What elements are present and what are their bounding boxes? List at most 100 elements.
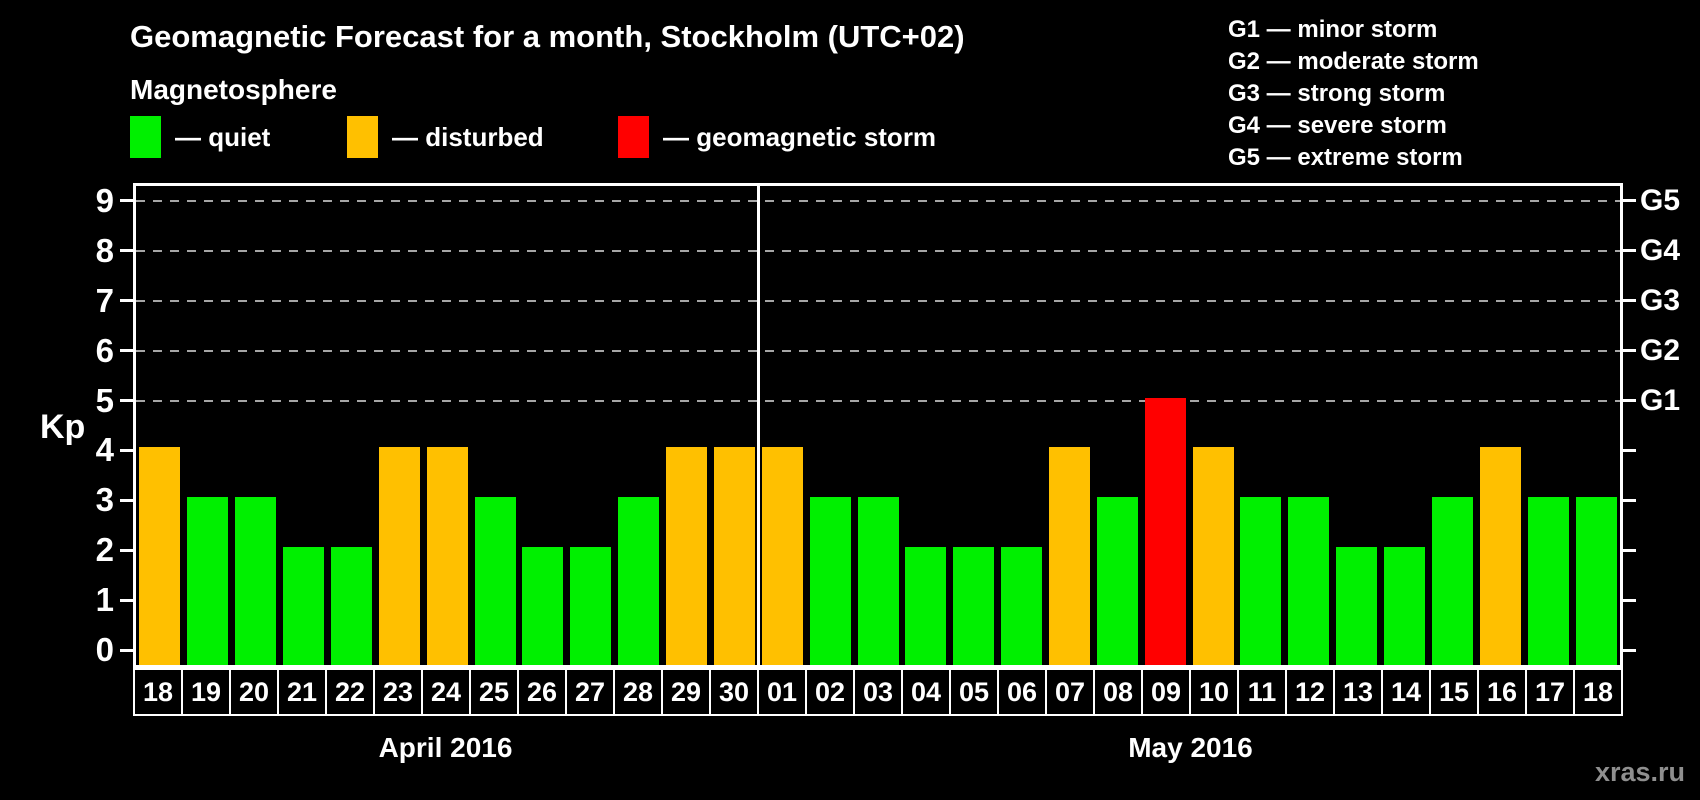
kp-bar-day-30 — [713, 447, 755, 665]
kp-bar-day-29 — [666, 447, 708, 665]
day-label-21: 21 — [277, 668, 327, 716]
g-axis-label-g2: G2 — [1640, 333, 1681, 367]
left-axis-tick-5 — [120, 399, 133, 402]
legend-item-quiet: — quiet — [130, 116, 270, 158]
day-label-09: 09 — [1141, 668, 1191, 716]
grid-line-kp5 — [136, 399, 1620, 402]
g-legend-line-g3: G3 — strong storm — [1228, 80, 1446, 107]
day-label-15: 15 — [1429, 668, 1479, 716]
right-axis-tick-9 — [1623, 199, 1636, 203]
day-label-18: 18 — [133, 668, 183, 716]
right-axis-tick-1 — [1623, 598, 1636, 602]
left-axis-tick-9 — [120, 199, 133, 203]
month-label-april: April 2016 — [378, 732, 513, 763]
kp-bar-day-04 — [905, 547, 947, 665]
g-scale-legend: G1 — minor storm G2 — moderate storm G3 … — [1228, 14, 1479, 174]
kp-bar-day-05 — [953, 547, 995, 665]
left-axis-tick-4 — [120, 448, 133, 452]
day-label-11: 11 — [1237, 668, 1287, 716]
chart-title: Geomagnetic Forecast for a month, Stockh… — [130, 19, 965, 54]
y-tick-label-3: 3 — [95, 481, 114, 519]
grid-line-kp7 — [136, 299, 1620, 302]
day-label-17: 17 — [1525, 668, 1575, 716]
kp-bar-day-02 — [809, 497, 851, 665]
kp-bar-day-17 — [1527, 497, 1569, 665]
day-label-02: 02 — [805, 668, 855, 716]
kp-bar-day-16 — [1479, 447, 1521, 665]
right-axis-tick-5 — [1623, 399, 1636, 402]
day-label-08: 08 — [1093, 668, 1143, 716]
g-legend-line-g1: G1 — minor storm — [1228, 16, 1438, 43]
day-label-24: 24 — [421, 668, 471, 716]
month-separator — [756, 186, 760, 665]
y-tick-label-4: 4 — [95, 431, 114, 469]
y-tick-label-1: 1 — [95, 581, 114, 619]
grid-line-kp8 — [136, 249, 1620, 252]
y-tick-label-2: 2 — [95, 531, 114, 569]
kp-bar-day-10 — [1192, 447, 1234, 665]
day-label-13: 13 — [1333, 668, 1383, 716]
day-label-04: 04 — [901, 668, 951, 716]
y-tick-label-8: 8 — [95, 231, 114, 269]
left-axis-tick-1 — [120, 598, 133, 602]
kp-axis-label: Kp — [40, 408, 86, 446]
legend-item-storm: — geomagnetic storm — [618, 116, 936, 158]
kp-bar-day-13 — [1336, 547, 1378, 665]
day-label-22: 22 — [325, 668, 375, 716]
left-axis-tick-0 — [120, 648, 133, 652]
y-tick-label-0: 0 — [95, 631, 114, 668]
kp-bar-day-11 — [1240, 497, 1282, 665]
right-axis-tick-3 — [1623, 498, 1636, 502]
kp-bar-day-08 — [1096, 497, 1138, 665]
right-axis-tick-6 — [1623, 349, 1636, 353]
left-axis-tick-2 — [120, 548, 133, 552]
right-axis-tick-8 — [1623, 249, 1636, 253]
kp-bar-day-01 — [761, 447, 803, 665]
right-axis-tick-4 — [1623, 448, 1636, 452]
right-axis-tick-7 — [1623, 299, 1636, 303]
legend-label-disturbed: — disturbed — [392, 122, 544, 152]
kp-bar-day-19 — [187, 497, 229, 665]
day-label-18: 18 — [1573, 668, 1623, 716]
grid-line-kp9 — [136, 199, 1620, 202]
g-axis-label-g4: G4 — [1640, 233, 1681, 267]
kp-bar-day-12 — [1288, 497, 1330, 665]
kp-bar-day-06 — [1001, 547, 1043, 665]
g-axis-label-g3: G3 — [1640, 283, 1681, 317]
kp-bar-day-28 — [618, 497, 660, 665]
legend-label-quiet: — quiet — [175, 122, 271, 152]
day-label-27: 27 — [565, 668, 615, 716]
left-axis-tick-6 — [120, 349, 133, 353]
kp-bar-day-25 — [474, 497, 516, 665]
day-label-16: 16 — [1477, 668, 1527, 716]
grid-line-kp6 — [136, 349, 1620, 352]
right-axis-tick-0 — [1623, 648, 1636, 652]
y-tick-label-9: 9 — [95, 181, 114, 219]
left-axis-tick-8 — [120, 249, 133, 253]
day-label-06: 06 — [997, 668, 1047, 716]
kp-bar-day-14 — [1384, 547, 1426, 665]
storm-swatch-icon — [618, 116, 649, 158]
left-axis-tick-3 — [120, 498, 133, 502]
right-axis-tick-2 — [1623, 548, 1636, 552]
y-tick-label-7: 7 — [95, 281, 114, 319]
day-label-14: 14 — [1381, 668, 1431, 716]
day-label-01: 01 — [757, 668, 807, 716]
kp-bar-day-22 — [330, 547, 372, 665]
day-label-20: 20 — [229, 668, 279, 716]
day-label-23: 23 — [373, 668, 423, 716]
y-tick-label-6: 6 — [95, 331, 114, 369]
left-axis-tick-7 — [120, 299, 133, 303]
kp-bar-day-07 — [1048, 447, 1090, 665]
kp-bar-day-23 — [378, 447, 420, 665]
disturbed-swatch-icon — [347, 116, 378, 158]
kp-bar-day-18 — [1575, 497, 1617, 665]
quiet-swatch-icon — [130, 116, 161, 158]
kp-bar-day-03 — [857, 497, 899, 665]
day-label-07: 07 — [1045, 668, 1095, 716]
kp-bar-day-09 — [1144, 397, 1186, 665]
magnetosphere-heading: Magnetosphere — [130, 74, 337, 105]
day-label-30: 30 — [709, 668, 759, 716]
day-label-05: 05 — [949, 668, 999, 716]
